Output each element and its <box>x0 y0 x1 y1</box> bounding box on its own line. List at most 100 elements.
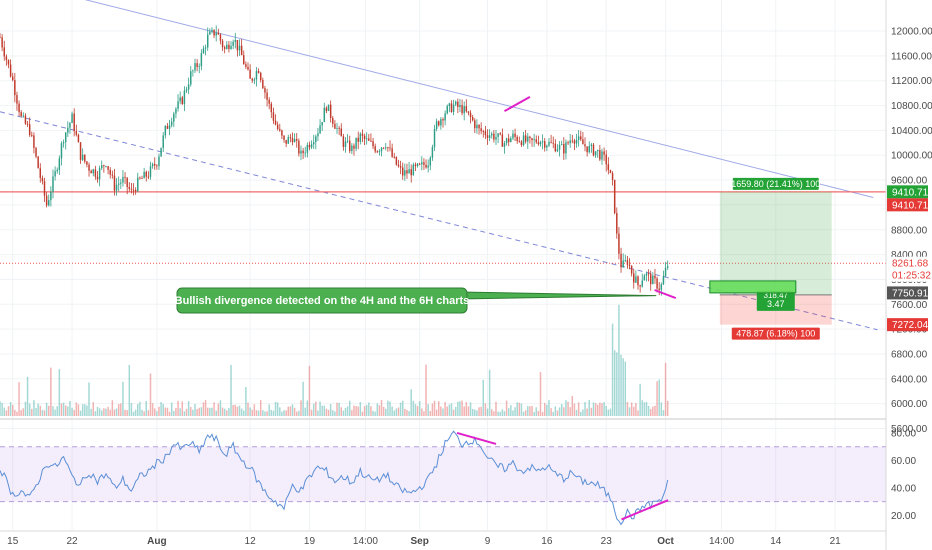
stop-axis-label: 7272.04 <box>892 320 929 331</box>
candle-body <box>183 90 186 104</box>
rsi-panel[interactable] <box>0 430 886 526</box>
candle-body <box>482 131 485 132</box>
candle-body <box>141 178 143 179</box>
candle-body <box>230 45 232 50</box>
candle-body <box>194 63 196 71</box>
time-tick-label: 14 <box>770 536 782 547</box>
countdown-axis-label: 01:25:32 <box>892 271 931 282</box>
candle-body <box>139 177 141 179</box>
candle-body <box>56 169 58 172</box>
volume-bar <box>656 381 658 416</box>
candle-body <box>340 128 343 137</box>
candle-body <box>357 137 359 142</box>
time-axis[interactable]: 15 22 Aug 12 19 14:00 Sep 9 16 23 Oct 14:00 14 21 <box>7 536 841 547</box>
time-tick-label: 12 <box>245 536 257 547</box>
candle-body <box>253 79 256 81</box>
candle-body <box>90 170 92 174</box>
volume-bar <box>427 404 429 416</box>
volume-bar <box>251 409 253 416</box>
candle-body <box>181 97 184 104</box>
volume-bar <box>474 409 476 416</box>
volume-bar <box>567 401 569 416</box>
candle-body <box>440 119 442 126</box>
volume-bar <box>429 411 432 416</box>
volume-bar <box>533 411 535 416</box>
volume-bar <box>397 407 400 416</box>
volume-bar <box>518 402 521 416</box>
candle-body <box>628 264 631 266</box>
candle-body <box>293 139 296 143</box>
volume-bar <box>103 408 105 416</box>
candle-body <box>105 166 107 167</box>
rsi-axis[interactable]: 20.00 40.00 60.00 80.00 <box>891 428 916 521</box>
candle-body <box>361 133 364 136</box>
volume-bar <box>98 408 101 416</box>
candle-body <box>552 142 554 144</box>
volume-bar <box>283 410 285 416</box>
volume-bar <box>200 407 203 416</box>
volume-bar <box>571 395 574 416</box>
candle-body <box>603 151 605 155</box>
candle-body <box>281 130 283 136</box>
volume-bar <box>22 408 25 416</box>
long-position-tool[interactable]: 1659.80 (21.41%) 100 478.87 (6.18%) 100 31… <box>709 177 832 340</box>
candle-body <box>103 165 105 167</box>
candle-body <box>491 133 493 136</box>
volume-bar <box>11 404 14 416</box>
volume-panel <box>0 304 669 416</box>
candle-body <box>48 200 50 206</box>
volume-bar <box>423 411 425 416</box>
candle-body <box>175 108 177 114</box>
price-tick-label: 6400.00 <box>891 374 928 385</box>
price-panel[interactable]: 1659.80 (21.41%) 100 478.87 (6.18%) 100 31… <box>0 0 886 530</box>
candle-body <box>554 143 557 152</box>
volume-bar <box>565 400 567 416</box>
candle-body <box>28 124 31 136</box>
volume-bar <box>336 402 338 416</box>
candle-body <box>548 141 550 146</box>
candle-body <box>616 213 618 234</box>
level-axis-label: 9410.71 <box>892 200 929 211</box>
volume-bar <box>603 402 605 416</box>
volume-bar <box>88 382 90 416</box>
candle-body <box>5 56 8 60</box>
volume-bar <box>0 401 1 416</box>
volume-bar <box>156 411 158 416</box>
rsi-tick-label: 40.00 <box>891 483 916 494</box>
volume-bar <box>162 403 164 416</box>
volume-bar <box>329 404 332 416</box>
volume-bar <box>628 407 631 416</box>
time-tick-label: 14:00 <box>709 536 734 547</box>
candle-body <box>476 124 478 129</box>
candle-body <box>412 164 415 176</box>
volume-bar <box>393 410 395 416</box>
volume-bar <box>71 407 73 416</box>
candle-body <box>590 144 593 147</box>
volume-bar <box>643 402 646 416</box>
candle-body <box>217 32 220 35</box>
volume-bar <box>385 408 387 416</box>
candle-body <box>435 121 438 130</box>
candle-body <box>198 66 200 68</box>
candle-body <box>219 34 222 41</box>
candle-body <box>522 135 525 146</box>
volume-bar <box>279 407 281 416</box>
volume-bar <box>380 400 383 416</box>
candle-body <box>486 135 489 138</box>
divergence-callout[interactable]: Bullish divergence detected on the 4H an… <box>175 287 657 314</box>
candle-body <box>88 164 90 171</box>
candle-body <box>16 95 18 104</box>
price-divergence-line-1 <box>503 96 531 113</box>
candle-body <box>348 140 351 152</box>
price-tick-label: 10000.00 <box>891 151 932 162</box>
volume-bar <box>132 411 135 416</box>
candle-body <box>393 156 395 158</box>
volume-bar <box>56 406 58 416</box>
volume-bar <box>73 409 75 416</box>
volume-bar <box>372 410 374 416</box>
candle-body <box>100 165 103 169</box>
candle-body <box>196 63 198 68</box>
candle-body <box>427 165 429 168</box>
volume-bar <box>522 411 525 416</box>
volume-bar <box>395 408 398 416</box>
